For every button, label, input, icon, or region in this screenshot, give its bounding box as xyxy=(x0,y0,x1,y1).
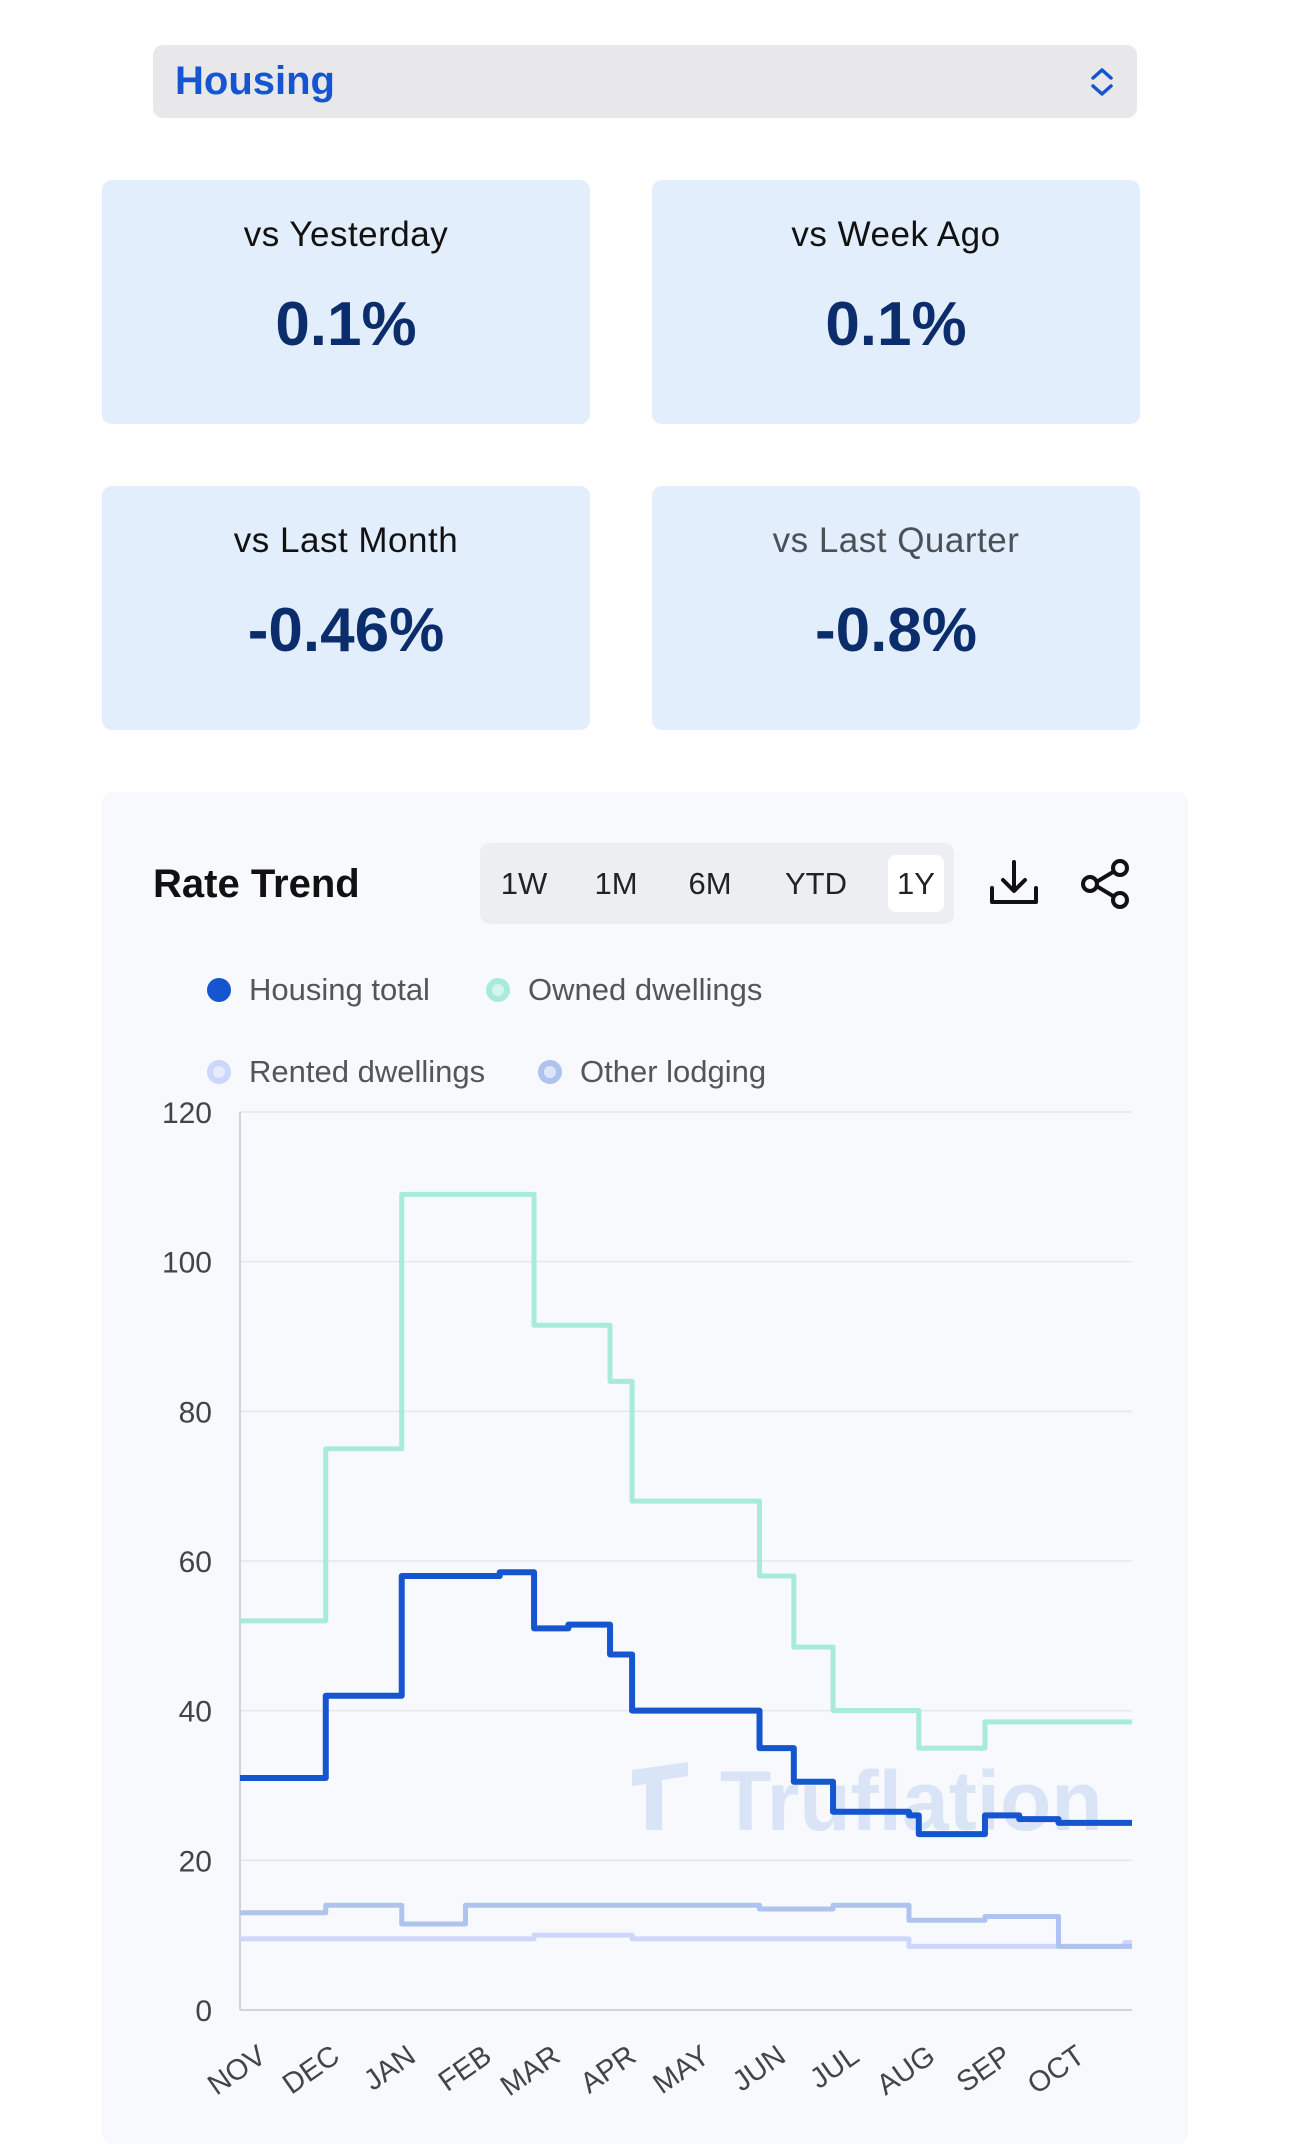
x-tick-label: MAY xyxy=(647,2040,715,2101)
y-tick-label: 20 xyxy=(179,1845,212,1878)
x-tick-label: OCT xyxy=(1022,2039,1091,2100)
share-icon[interactable] xyxy=(1078,856,1134,912)
y-tick-label: 0 xyxy=(195,1995,212,2028)
x-tick-label: NOV xyxy=(202,2039,272,2102)
legend-item-other-lodging[interactable]: Other lodging xyxy=(538,1054,766,1090)
stat-label: vs Yesterday xyxy=(243,215,449,254)
x-tick-label: DEC xyxy=(277,2040,346,2101)
legend-swatch xyxy=(207,978,231,1002)
legend-swatch xyxy=(538,1060,562,1084)
legend-item-owned-dwellings[interactable]: Owned dwellings xyxy=(486,972,762,1008)
legend-swatch xyxy=(486,978,510,1002)
stat-value: 0.1% xyxy=(825,290,967,359)
category-select-value: Housing xyxy=(175,59,335,103)
x-tick-label: JAN xyxy=(358,2040,421,2098)
range-button-1w[interactable]: 1W xyxy=(500,866,548,901)
download-icon[interactable] xyxy=(986,856,1042,912)
x-tick-label: MAR xyxy=(495,2040,566,2103)
series-line-housing-total xyxy=(240,1569,1132,1838)
category-select[interactable]: Housing xyxy=(153,45,1137,118)
legend-label: Other lodging xyxy=(580,1054,767,1089)
stat-card-yesterday: vs Yesterday 0.1% xyxy=(102,180,590,424)
stat-card-last-quarter: vs Last Quarter -0.8% xyxy=(652,486,1140,730)
legend-item-housing-total[interactable]: Housing total xyxy=(207,972,430,1008)
series-line-owned-dwellings xyxy=(240,1191,1132,1751)
stat-card-last-month: vs Last Month -0.46% xyxy=(102,486,590,730)
stat-label: vs Last Quarter xyxy=(772,521,1020,560)
legend-label: Owned dwellings xyxy=(528,972,763,1007)
y-tick-label: 60 xyxy=(179,1546,212,1579)
x-tick-label: AUG xyxy=(871,2040,941,2102)
legend-label: Housing total xyxy=(249,972,430,1007)
x-tick-label: FEB xyxy=(433,2040,498,2099)
rate-trend-title: Rate Trend xyxy=(153,862,360,906)
range-button-6m[interactable]: 6M xyxy=(688,866,732,901)
y-tick-label: 100 xyxy=(162,1247,212,1280)
y-tick-label: 40 xyxy=(179,1696,212,1729)
y-tick-label: 80 xyxy=(179,1396,212,1429)
x-tick-label: JUN xyxy=(727,2040,792,2099)
stat-label: vs Last Month xyxy=(233,521,459,560)
watermark-text: Truflation xyxy=(720,1754,1103,1848)
stat-value: 0.1% xyxy=(275,290,417,359)
range-button-1m[interactable]: 1M xyxy=(594,866,638,901)
series-line-other-lodging xyxy=(240,1932,1132,1949)
legend-label: Rented dwellings xyxy=(249,1054,486,1089)
legend-swatch xyxy=(207,1060,231,1084)
range-selector: 1W 1M 6M YTD 1Y xyxy=(480,843,954,924)
stat-value: -0.8% xyxy=(815,596,977,665)
x-tick-label: JUL xyxy=(804,2040,865,2096)
watermark-logo xyxy=(632,1762,688,1830)
chevron-updown-icon xyxy=(1091,67,1113,96)
x-tick-label: SEP xyxy=(951,2040,1017,2099)
range-button-ytd[interactable]: YTD xyxy=(785,866,847,901)
x-tick-label: APR xyxy=(575,2040,642,2100)
stat-label: vs Week Ago xyxy=(791,215,1001,254)
range-button-1y[interactable]: 1Y xyxy=(888,855,944,912)
series-line-rented-dwellings xyxy=(240,1902,1132,1949)
y-tick-label: 120 xyxy=(162,1097,212,1130)
stat-value: -0.46% xyxy=(247,596,445,665)
stat-card-week-ago: vs Week Ago 0.1% xyxy=(652,180,1140,424)
legend-item-rented-dwellings[interactable]: Rented dwellings xyxy=(207,1054,485,1090)
